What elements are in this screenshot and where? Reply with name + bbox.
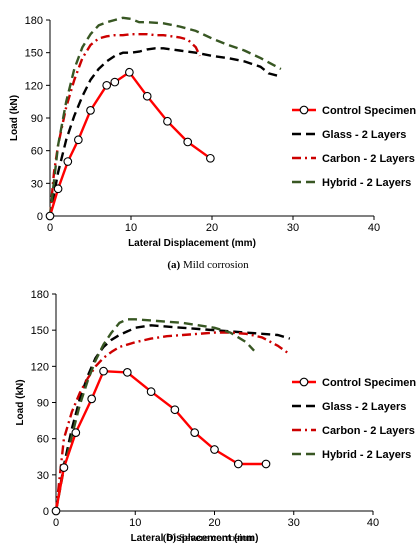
x-tick-label: 40: [367, 517, 379, 529]
x-tick-label: 0: [47, 222, 53, 234]
legend-label: Glass - 2 Layers: [322, 401, 406, 413]
x-tick-label: 30: [288, 517, 300, 529]
data-point-marker: [73, 135, 83, 145]
legend-label: Control Specimen: [322, 377, 416, 389]
data-point-marker: [63, 157, 73, 166]
caption-label: (b): [163, 532, 177, 544]
legend-label: Hybrid - 2 Layers: [322, 177, 411, 189]
legend-label: Hybrid - 2 Layers: [322, 449, 411, 461]
data-point-marker: [125, 67, 134, 77]
series-line-control-specimen: [54, 370, 266, 512]
data-point-marker: [163, 116, 172, 126]
figure-caption: (b) Severe corrosion: [163, 532, 254, 544]
x-axis-title: Lateral Displacement (mm): [128, 238, 256, 249]
data-point-marker: [86, 106, 95, 115]
data-point-marker: [261, 459, 271, 469]
series-line-control-specimen: [48, 71, 212, 217]
legend-label: Carbon - 2 Layers: [322, 425, 415, 437]
y-tick-label: 90: [37, 398, 49, 410]
x-tick-label: 40: [368, 222, 380, 234]
data-point-marker: [146, 387, 156, 397]
caption-text: Mild corrosion: [180, 259, 249, 271]
caption-label: (a): [167, 259, 180, 271]
y-tick-label: 120: [25, 80, 43, 92]
data-point-marker: [45, 211, 55, 221]
data-point-marker: [59, 463, 69, 472]
y-tick-label: 60: [37, 434, 49, 446]
series-line-carbon-2-layers: [54, 331, 291, 512]
figure-caption: (a) Mild corrosion: [167, 259, 249, 271]
y-axis-title: Load (kN): [9, 95, 20, 141]
data-point-marker: [51, 506, 61, 516]
data-point-marker: [233, 459, 243, 469]
data-point-marker: [142, 91, 152, 101]
y-tick-label: 150: [25, 48, 43, 60]
legend-marker: [299, 105, 309, 115]
data-point-marker: [206, 153, 215, 163]
series-line-carbon-2-layers: [48, 33, 201, 217]
y-tick-label: 30: [31, 178, 43, 190]
data-point-marker: [53, 184, 63, 194]
y-tick-label: 60: [31, 146, 43, 158]
chart-severe-corrosion: 0 30 60 90 120 150 180 0 10 20 30 40 Lateral Displac…: [15, 289, 416, 544]
x-tick-label: 20: [208, 517, 220, 529]
data-point-marker: [71, 428, 81, 437]
y-tick-label: 180: [31, 289, 49, 301]
caption-text: Severe corrosion: [176, 532, 253, 544]
y-tick-label: 0: [43, 506, 49, 518]
data-point-marker: [122, 368, 132, 377]
series-line-hybrid-2-layers: [54, 318, 255, 512]
y-tick-label: 0: [37, 211, 43, 223]
x-tick-label: 10: [129, 517, 141, 529]
legend-marker: [299, 377, 309, 387]
x-axis-title: Lateral Displacement (mm): [131, 533, 259, 544]
y-tick-label: 180: [25, 15, 43, 27]
y-tick-label: 150: [31, 325, 49, 337]
legend-label: Control Specimen: [322, 105, 416, 117]
y-axis-title: Load (kN): [15, 379, 26, 425]
y-tick-label: 30: [37, 470, 49, 482]
y-tick-label: 90: [31, 113, 43, 125]
x-tick-label: 30: [287, 222, 299, 234]
legend-label: Glass - 2 Layers: [322, 129, 406, 141]
data-point-marker: [99, 366, 108, 376]
series-line-glass-2-layers: [54, 324, 291, 512]
data-point-marker: [87, 394, 97, 404]
data-point-marker: [102, 80, 112, 90]
x-tick-label: 10: [125, 222, 137, 234]
y-tick-label: 120: [31, 361, 49, 373]
legend-label: Carbon - 2 Layers: [322, 153, 415, 165]
x-tick-label: 0: [53, 517, 59, 529]
data-point-marker: [210, 445, 219, 454]
data-point-marker: [183, 137, 193, 147]
chart-mild-corrosion: 0 30 60 90 120 150 180 0 10 20 30 40 Lateral Displac…: [9, 15, 416, 271]
data-point-marker: [190, 428, 200, 437]
data-point-marker: [170, 405, 180, 415]
series-line-glass-2-layers: [48, 47, 282, 217]
data-point-marker: [110, 77, 120, 87]
x-tick-label: 20: [206, 222, 218, 234]
series-line-hybrid-2-layers: [48, 16, 282, 217]
